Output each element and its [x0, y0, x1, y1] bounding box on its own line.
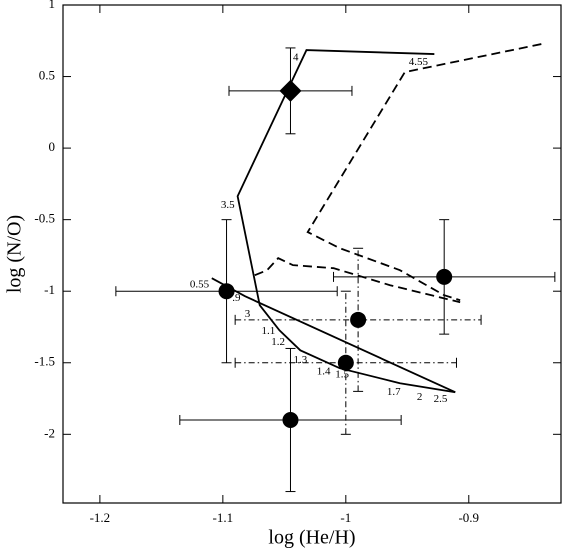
- curve-annotation: 1.4: [317, 366, 331, 378]
- plot-frame: [62, 4, 562, 504]
- x-axis-label: log (He/H): [268, 527, 355, 549]
- y-tick-label: -1: [44, 282, 55, 297]
- y-tick-label: -0.5: [34, 211, 55, 226]
- curve-annotation: 2: [417, 391, 423, 403]
- x-tick-label: -1.1: [213, 510, 234, 525]
- curve-annotation: 3: [245, 308, 251, 320]
- curve-annotation: 0.55: [190, 279, 210, 291]
- y-tick-label: -2: [44, 425, 55, 440]
- point-marker: [350, 311, 367, 328]
- curve-annotation: 1.2: [271, 336, 285, 348]
- x-tick-label: -1.2: [90, 510, 111, 525]
- y-tick-label: 0: [49, 139, 56, 154]
- point-marker: [337, 354, 354, 371]
- curve-annotation: 1.1: [261, 325, 275, 337]
- model-curve: [254, 257, 461, 304]
- point-marker: [282, 412, 299, 428]
- point-marker: [279, 79, 302, 102]
- curve-annotation: .9: [232, 292, 241, 304]
- y-tick-label: 1: [49, 0, 56, 11]
- x-tick-label: -1: [340, 510, 351, 525]
- y-tick-label: 0.5: [39, 68, 55, 83]
- curve-annotation: 3.5: [221, 199, 235, 211]
- point-marker: [436, 268, 453, 285]
- point-marker: [218, 283, 235, 300]
- curve-annotation: 4.55: [409, 56, 429, 68]
- curve-annotation: 4: [293, 52, 299, 64]
- curve-annotation: 2.5: [434, 393, 448, 405]
- y-tick-label: -1.5: [34, 354, 55, 369]
- y-axis-label: log (N/O): [4, 215, 26, 293]
- curve-annotation: 1.5: [335, 369, 349, 381]
- curve-annotation: 1.7: [387, 386, 401, 398]
- curve-annotation: 1.3: [293, 354, 307, 366]
- x-tick-label: -0.9: [458, 510, 479, 525]
- model-curve: [236, 49, 456, 394]
